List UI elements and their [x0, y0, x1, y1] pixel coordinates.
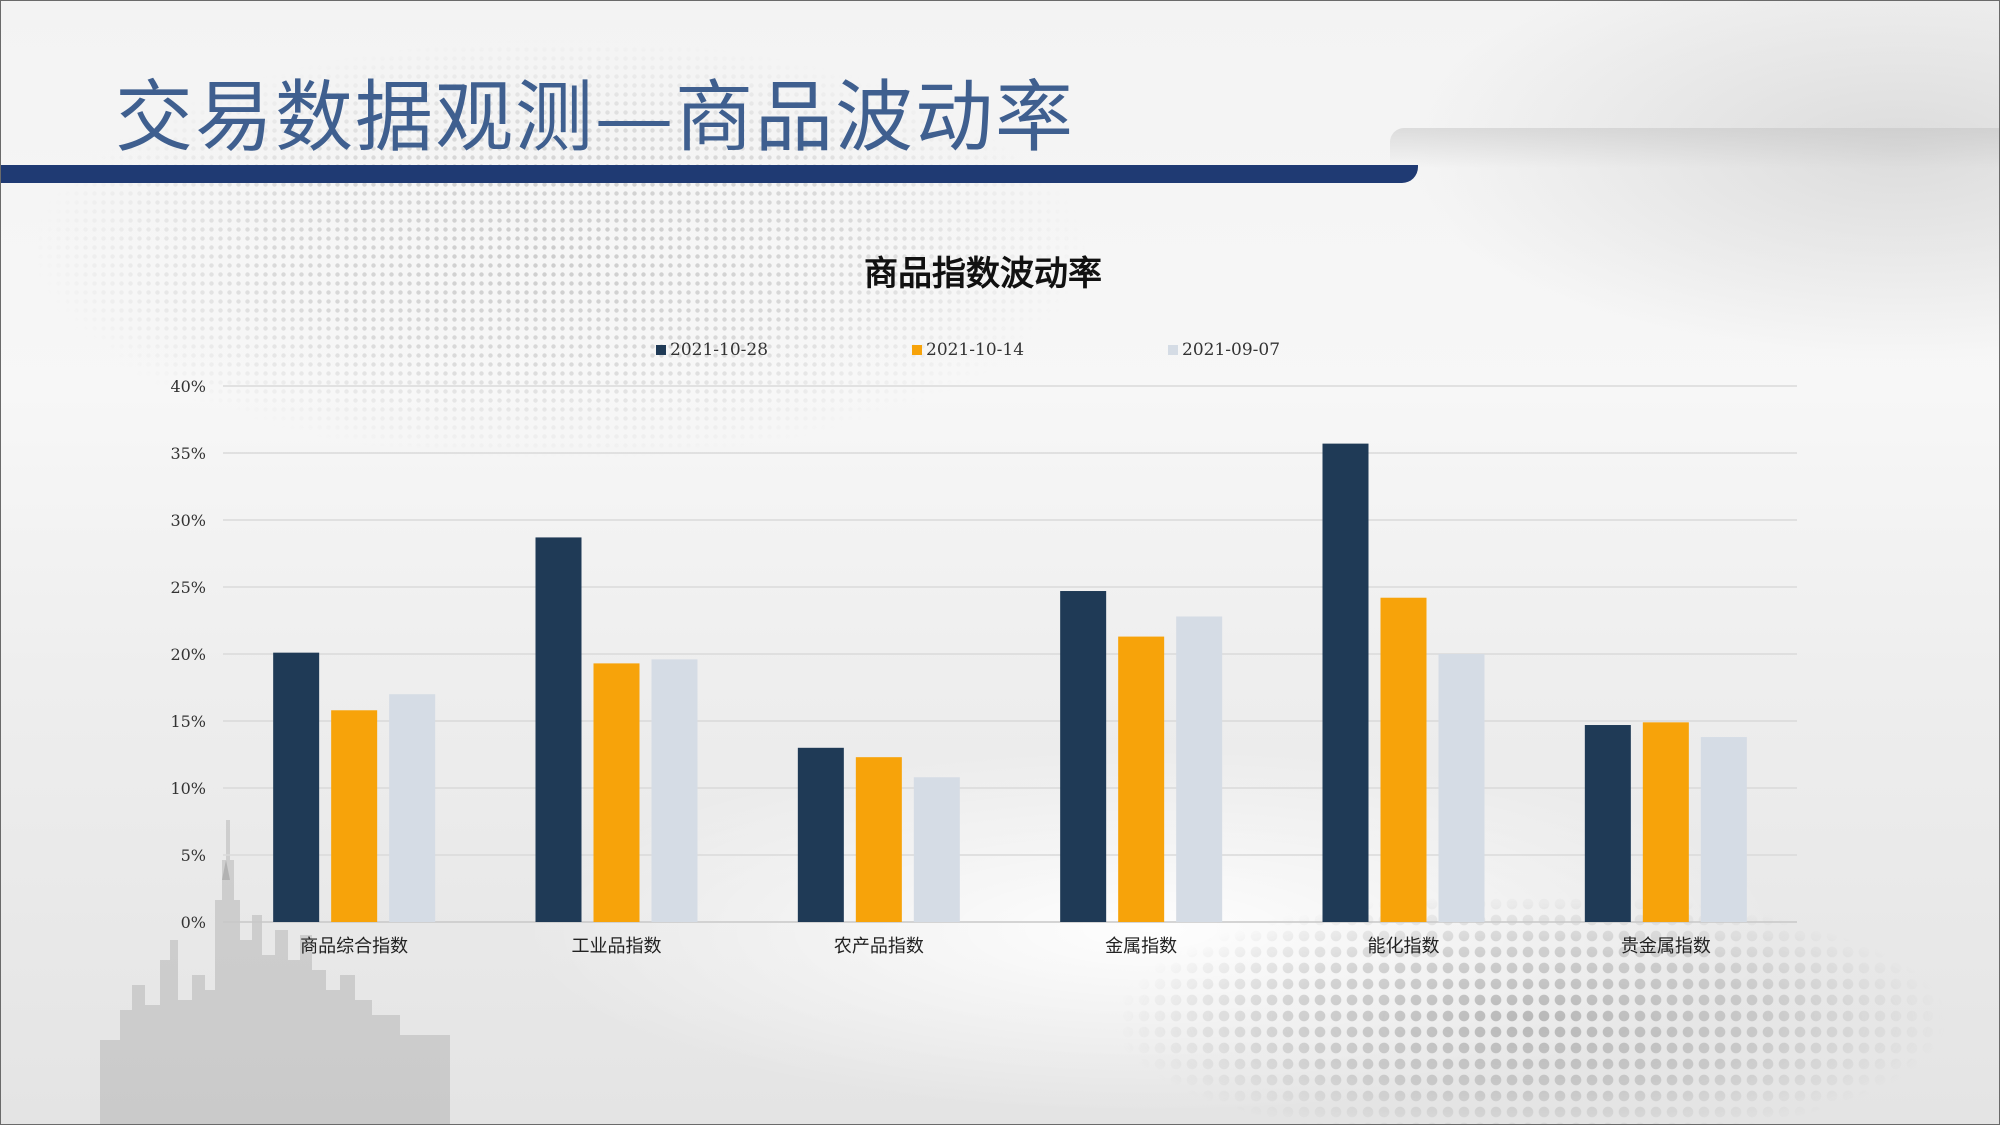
y-tick-label: 10% [170, 779, 206, 798]
x-tick-label: 工业品指数 [572, 936, 662, 957]
x-tick-label: 农产品指数 [834, 936, 924, 957]
x-tick-label: 金属指数 [1105, 936, 1177, 957]
y-tick-label: 20% [170, 645, 206, 664]
x-tick-label: 商品综合指数 [300, 936, 408, 957]
y-tick-label: 30% [170, 511, 206, 530]
y-tick-label: 35% [170, 444, 206, 463]
bar [1380, 597, 1427, 922]
legend-label: 2021-10-14 [926, 340, 1024, 360]
y-tick-label: 15% [170, 712, 206, 731]
x-tick-label: 贵金属指数 [1621, 936, 1711, 957]
bar [1322, 443, 1369, 922]
bar [331, 710, 378, 922]
chart-legend: 2021-10-28 2021-10-14 2021-09-07 [656, 340, 1280, 360]
y-axis: 0% 5% 10% 15% 20% 25% 30% 35% 40% [170, 377, 206, 932]
bar [855, 757, 902, 922]
bar [913, 777, 960, 922]
bar [389, 694, 436, 922]
bar [1584, 725, 1631, 922]
title-underline-bar [0, 165, 1418, 183]
bar [1438, 654, 1485, 922]
bar [1642, 722, 1689, 922]
bar [651, 659, 698, 922]
y-tick-label: 25% [170, 578, 206, 597]
bar [1060, 591, 1107, 922]
bar [1118, 636, 1165, 922]
x-axis: 商品综合指数 工业品指数 农产品指数 金属指数 能化指数 贵金属指数 [300, 936, 1711, 957]
legend-swatch [656, 345, 666, 355]
x-tick-label: 能化指数 [1368, 936, 1440, 957]
bar [1176, 616, 1223, 922]
y-tick-label: 40% [170, 377, 206, 396]
chart-title: 商品指数波动率 [864, 254, 1102, 294]
legend-label: 2021-10-28 [670, 340, 768, 360]
legend-swatch [912, 345, 922, 355]
bar [797, 747, 844, 922]
bar [593, 663, 640, 922]
legend-swatch [1168, 345, 1178, 355]
bar [273, 652, 320, 922]
bar [535, 537, 582, 922]
title-bar-shade [1390, 128, 2000, 168]
chart-gridlines [223, 385, 1797, 923]
legend-label: 2021-09-07 [1182, 340, 1280, 360]
y-tick-label: 0% [181, 913, 206, 932]
bar [1700, 737, 1747, 922]
y-tick-label: 5% [181, 846, 206, 865]
chart-bars [273, 443, 1747, 922]
slide-title: 交易数据观测—商品波动率 [115, 73, 1076, 163]
